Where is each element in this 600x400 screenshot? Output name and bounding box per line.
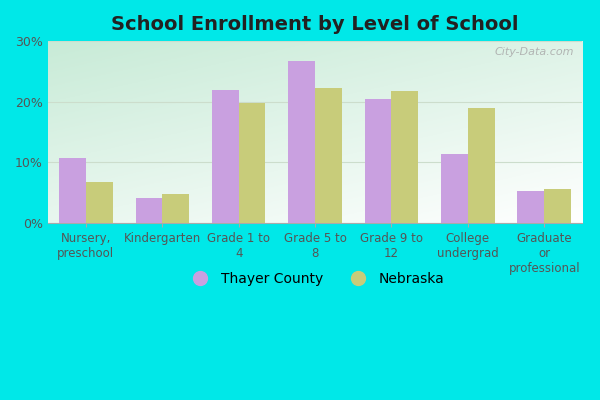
Bar (136, 198, 163, 222)
Bar (163, 194, 189, 222)
Bar (239, 104, 265, 222)
Bar (315, 88, 342, 222)
Legend: Thayer County, Nebraska: Thayer County, Nebraska (181, 267, 450, 292)
Bar (441, 154, 468, 222)
Title: School Enrollment by Level of School: School Enrollment by Level of School (112, 15, 519, 34)
Bar (212, 90, 239, 222)
Bar (86, 182, 113, 222)
Bar (544, 189, 571, 222)
Bar (468, 108, 494, 222)
Bar (289, 61, 315, 222)
Bar (59, 158, 86, 222)
Bar (365, 98, 391, 222)
Text: City-Data.com: City-Data.com (495, 46, 574, 56)
Bar (391, 91, 418, 222)
Bar (517, 191, 544, 222)
